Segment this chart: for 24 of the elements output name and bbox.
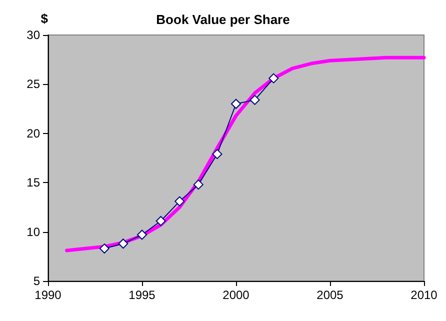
point <box>268 73 279 84</box>
x-tick-label: 2005 <box>316 288 344 302</box>
x-tick-label: 1990 <box>34 288 62 302</box>
point <box>250 94 260 105</box>
point <box>193 180 204 190</box>
y-tick-label: 15 <box>26 176 40 190</box>
y-tick-label: 25 <box>26 77 40 92</box>
x-tick-label: 1995 <box>128 288 156 302</box>
point <box>137 230 147 240</box>
x-tick-label: 2000 <box>222 288 250 302</box>
y-tick-label: 5 <box>33 274 40 288</box>
y-axis-title: $ <box>40 11 49 26</box>
chart-title: Book Value per Share <box>156 12 290 27</box>
point <box>118 238 128 249</box>
line-series <box>65 56 426 252</box>
point <box>174 196 185 206</box>
point <box>156 216 166 226</box>
y-tick-label: 10 <box>26 224 40 239</box>
x-tick-label: 2010 <box>410 288 438 302</box>
point <box>212 149 222 160</box>
y-tick-label: 30 <box>26 28 40 42</box>
point <box>231 98 241 109</box>
point <box>99 244 110 254</box>
y-tick-label: 20 <box>26 126 40 140</box>
